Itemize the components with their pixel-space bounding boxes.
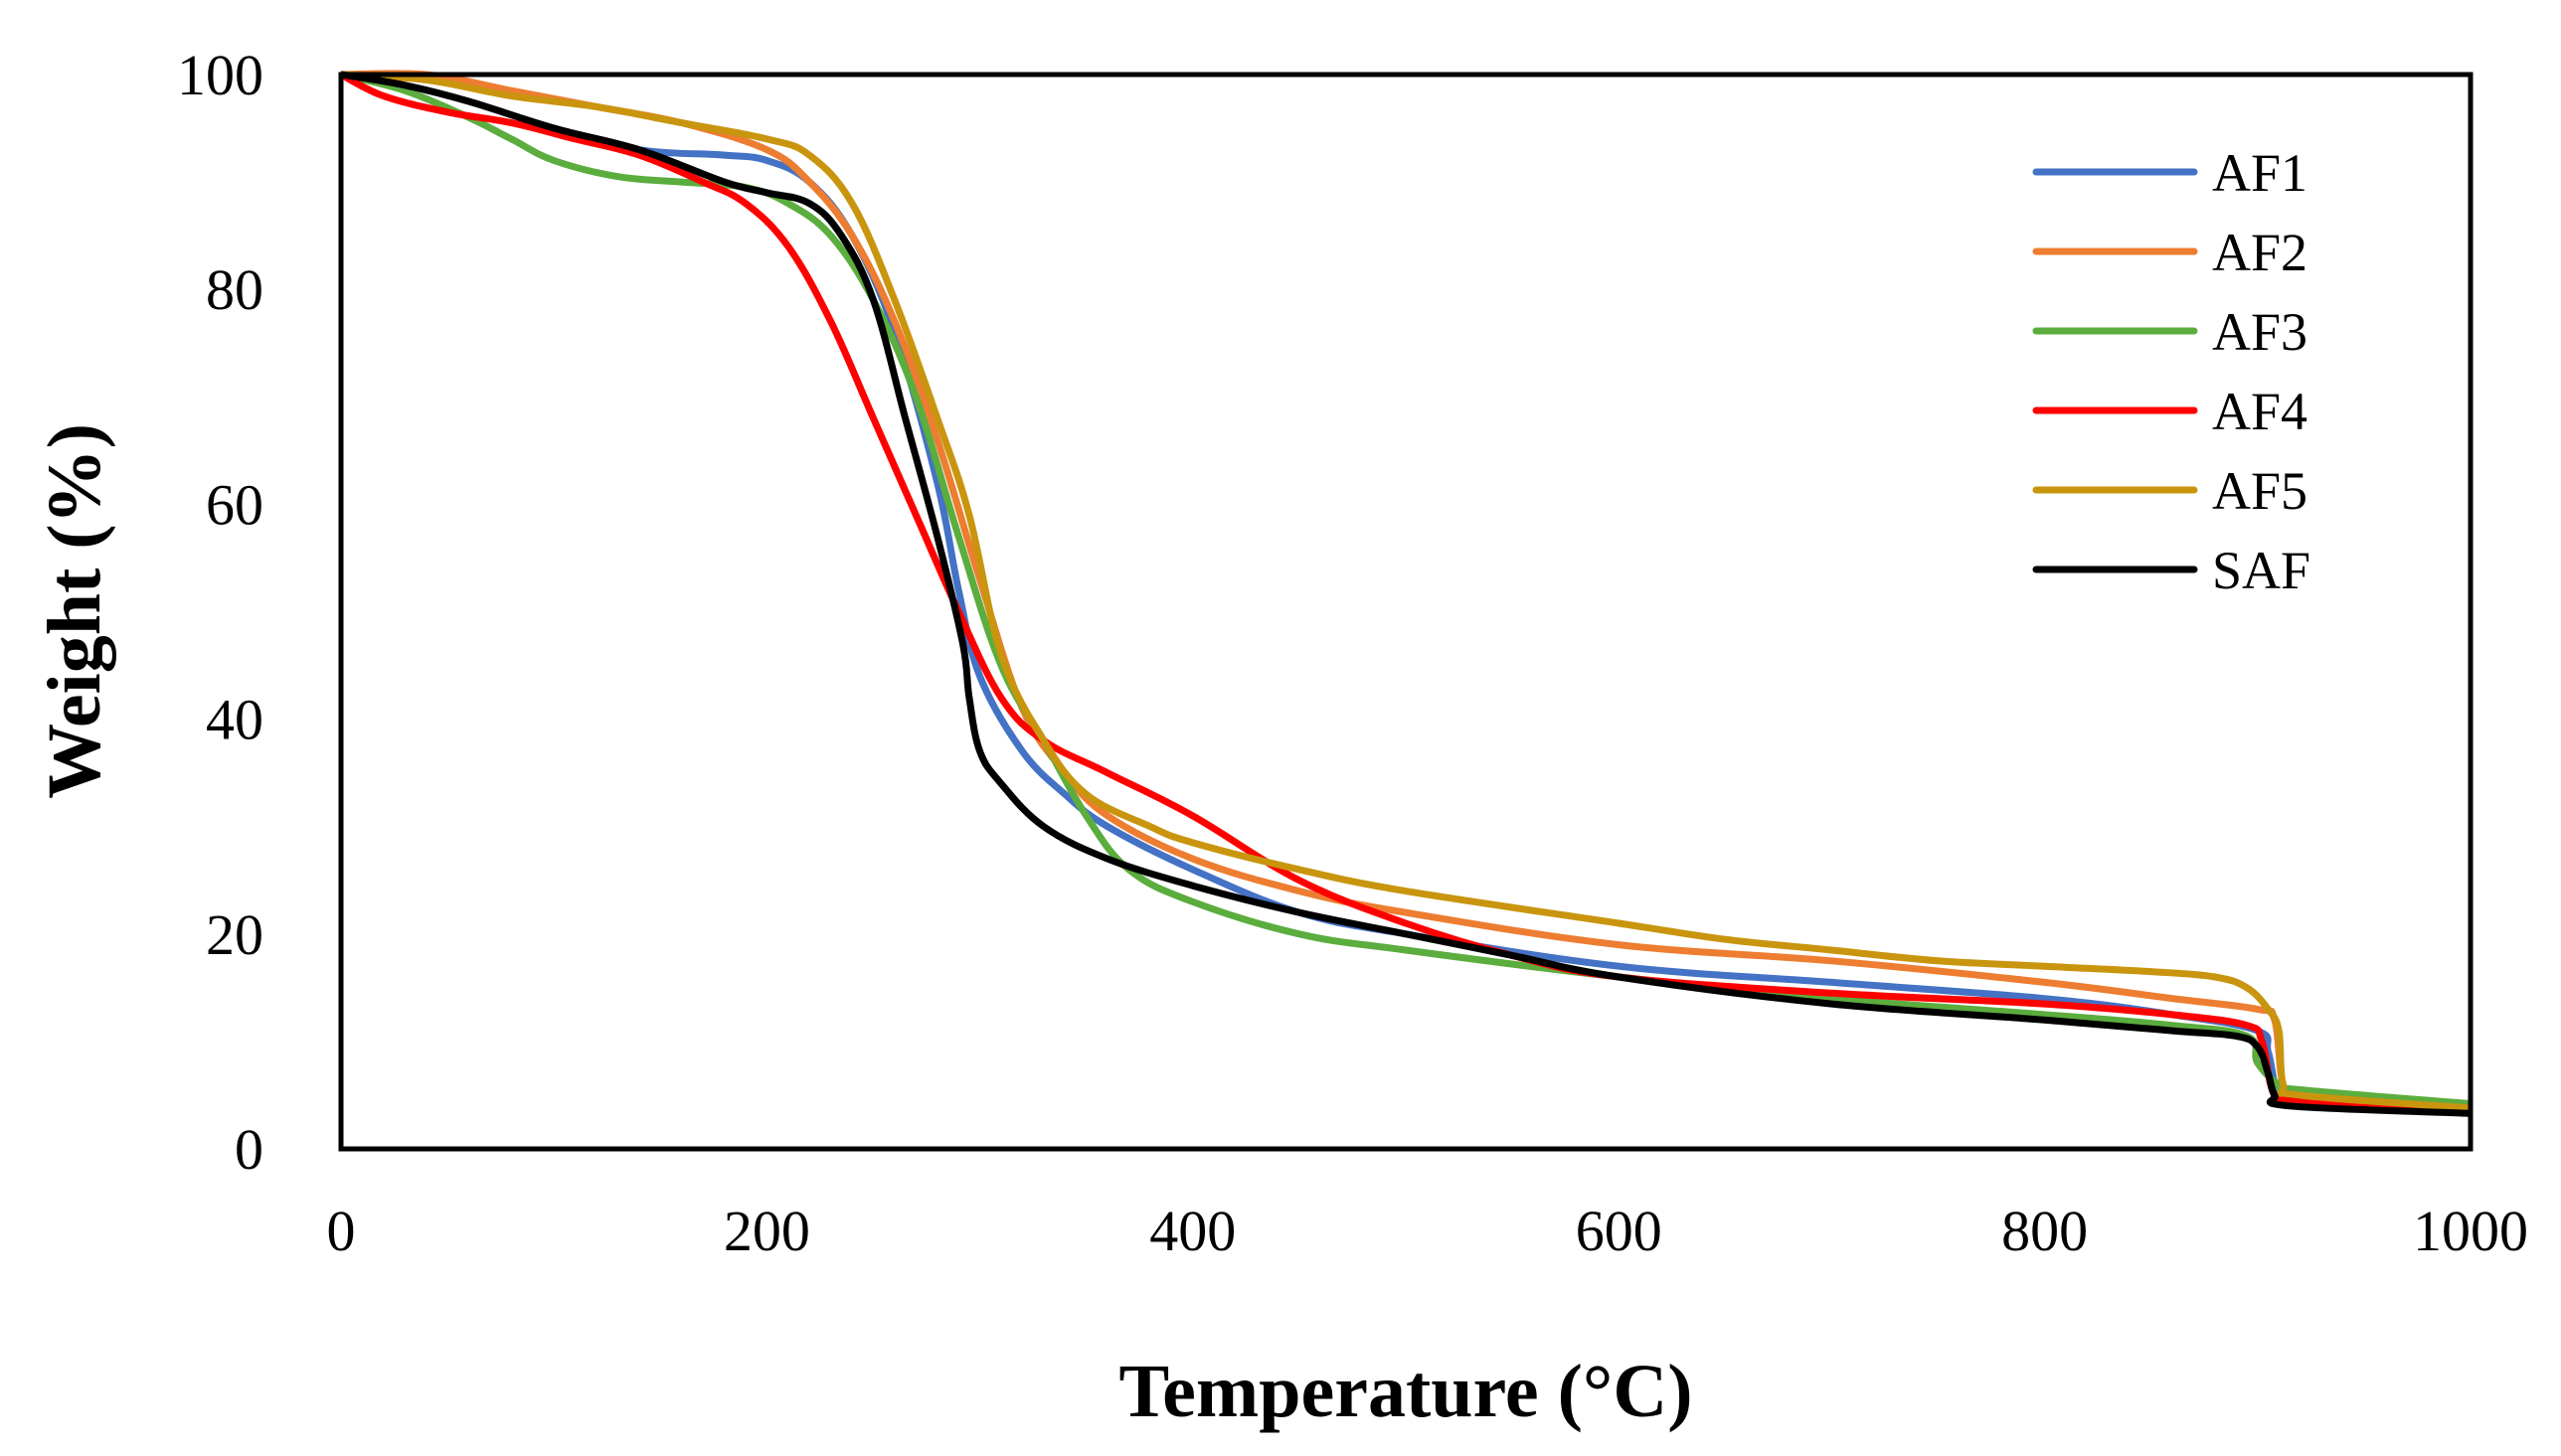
- y-tick-label: 100: [177, 43, 263, 107]
- y-axis-tick-labels: 0 20 40 60 80 100: [177, 43, 263, 1182]
- x-axis-title: Temperature (°C): [1118, 1350, 1692, 1433]
- x-tick-label: 0: [327, 1199, 356, 1263]
- legend-label: AF4: [2212, 382, 2307, 441]
- x-tick-label: 400: [1149, 1199, 1236, 1263]
- legend-label: AF3: [2212, 302, 2307, 362]
- legend-entry-af1: AF1: [2032, 143, 2307, 203]
- legend-label: AF5: [2212, 461, 2307, 521]
- y-tick-label: 40: [206, 688, 263, 752]
- y-tick-label: 20: [206, 902, 263, 967]
- series-line-af5: [341, 71, 2471, 1112]
- x-tick-label: 800: [2001, 1199, 2088, 1263]
- series-line-af2: [341, 70, 2471, 1110]
- series-line-saf: [341, 71, 2471, 1117]
- legend-label: AF2: [2212, 223, 2307, 282]
- legend-entry-af4: AF4: [2032, 382, 2307, 441]
- x-tick-label: 200: [724, 1199, 810, 1263]
- legend-entry-af2: AF2: [2032, 223, 2307, 282]
- y-tick-label: 80: [206, 257, 263, 322]
- x-tick-label: 1000: [2413, 1199, 2528, 1263]
- legend: AF1 AF2 AF3 AF4 AF5 SAF: [2032, 143, 2310, 600]
- x-axis-tick-labels: 0 200 400 600 800 1000: [327, 1199, 2529, 1263]
- plot-area-frame: [338, 72, 2474, 1152]
- y-tick-label: 0: [235, 1117, 263, 1182]
- legend-entry-af5: AF5: [2032, 461, 2307, 521]
- legend-label: SAF: [2212, 541, 2310, 600]
- series-line-af4: [341, 71, 2471, 1112]
- series-line-af3: [341, 71, 2471, 1108]
- legend-label: AF1: [2212, 143, 2307, 203]
- legend-entry-af3: AF3: [2032, 302, 2307, 362]
- series-lines-layer: [341, 70, 2471, 1117]
- legend-entry-saf: SAF: [2032, 541, 2310, 600]
- x-tick-label: 600: [1576, 1199, 1662, 1263]
- y-axis-title: Weight (%): [33, 423, 116, 799]
- y-tick-label: 60: [206, 472, 263, 537]
